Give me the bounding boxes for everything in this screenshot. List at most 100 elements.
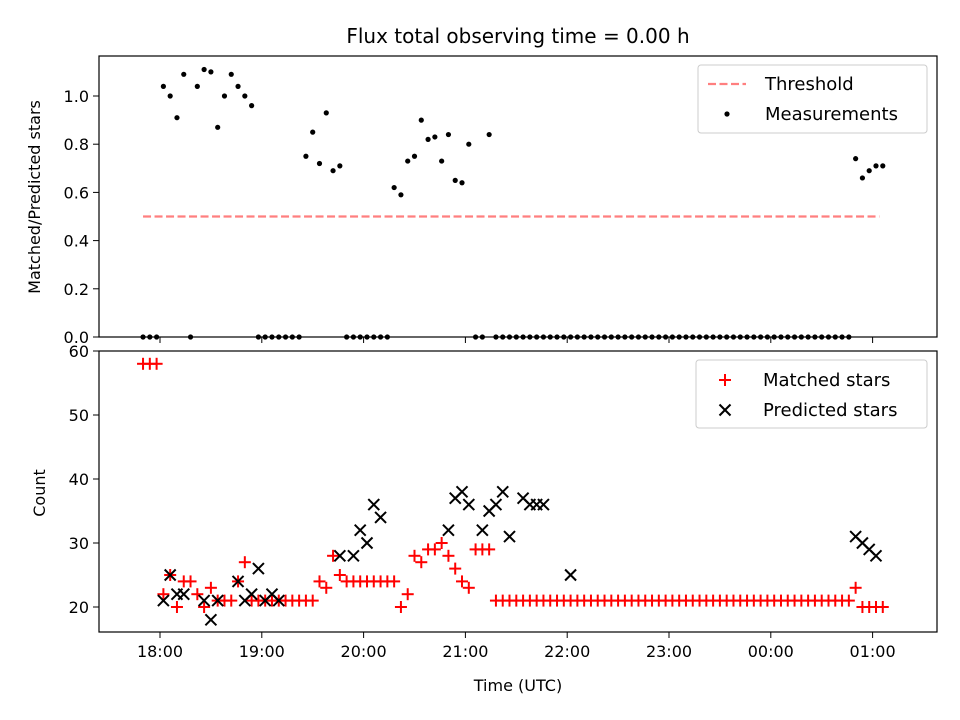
predicted-star-point	[374, 511, 387, 524]
predicted-star-point	[462, 498, 476, 511]
bottom-legend: Matched stars Predicted stars	[695, 359, 928, 429]
x-tick-label: 20:00	[341, 642, 387, 661]
predicted-star-b	[360, 536, 374, 550]
predicted-star-b	[197, 594, 211, 607]
measurement-point	[174, 115, 180, 121]
measurement-point	[215, 124, 221, 130]
matched-star-point	[483, 543, 496, 556]
matched-star-point	[225, 594, 238, 607]
legend-frame	[697, 64, 928, 134]
measurement-point	[160, 83, 166, 89]
matched-star-point	[842, 594, 855, 607]
predicted-star-point	[272, 594, 285, 607]
predicted-star-point	[455, 485, 469, 499]
predicted-star-point	[537, 498, 550, 511]
x-tick-label: 23:00	[646, 642, 692, 661]
predicted-star-b	[245, 587, 258, 601]
predicted-star-b	[157, 594, 170, 607]
matched-star-point	[313, 575, 326, 588]
measurement-point	[859, 175, 866, 181]
y-tick-label: 20	[69, 598, 89, 617]
chart-title: Flux total observing time = 0.00 h	[346, 24, 689, 48]
y-tick-label: 0.0	[64, 328, 89, 347]
top-panel: 0.0 0.2 0.4 0.6 0.8 1.0 Threshold Measurements	[64, 55, 938, 347]
predicted-star-point	[197, 594, 211, 607]
predicted-star-b	[455, 485, 469, 499]
matched-star-point	[157, 588, 170, 601]
predicted-star-point	[163, 568, 177, 582]
predicted-star-point	[496, 485, 509, 499]
measurement-point	[235, 83, 241, 89]
measurement-point	[486, 131, 492, 138]
predicted-star-point	[869, 549, 883, 563]
matched-star-point	[191, 588, 204, 601]
measurement-point	[221, 93, 228, 99]
predicted-star-point	[231, 575, 245, 588]
predicted-star-point	[489, 498, 503, 511]
legend-threshold-label: Threshold	[764, 74, 854, 95]
x-tick-label: 18:00	[137, 642, 183, 661]
measurement-point	[425, 136, 431, 142]
predicted-star-point	[211, 594, 224, 607]
matched-star-point	[150, 357, 163, 370]
legend-measurements-label: Measurements	[765, 104, 898, 125]
matched-star-point	[401, 588, 414, 601]
y-tick-label: 0.8	[64, 135, 89, 154]
matched-star-point	[327, 549, 340, 562]
matched-star-point	[333, 569, 346, 581]
predicted-star-point	[367, 498, 380, 511]
predicted-star-b	[272, 594, 285, 607]
predicted-star-b	[265, 587, 279, 601]
predicted-star-b	[367, 498, 380, 511]
predicted-star-point	[503, 530, 516, 543]
matched-star-point	[394, 601, 407, 613]
measurement-point	[310, 129, 316, 135]
measurement-point	[398, 192, 404, 198]
x-tick-label: 21:00	[442, 642, 488, 661]
measurement-point	[249, 103, 255, 109]
legend-predicted-swatch-b	[718, 403, 732, 417]
legend-matched-label: Matched stars	[763, 370, 890, 391]
predicted-star-point	[564, 568, 577, 582]
y-tick-label: 40	[69, 470, 89, 489]
top-legend: Threshold Measurements	[697, 64, 928, 134]
x-axis-label: Time (UTC)	[473, 676, 562, 695]
y-tick-label: 0.4	[64, 232, 89, 251]
predicted-star-point	[333, 549, 347, 563]
matched-star-point	[462, 581, 475, 594]
predicted-star-b	[862, 543, 876, 556]
predicted-star-b	[333, 549, 347, 563]
predicted-star-b	[869, 549, 883, 563]
predicted-star-b	[231, 575, 245, 588]
predicted-star-b	[489, 498, 503, 511]
predicted-star-b	[503, 530, 516, 543]
measurement-point	[866, 168, 872, 174]
matched-star-point	[456, 575, 469, 588]
legend-measurements-swatch	[724, 111, 730, 117]
measurement-point	[459, 180, 465, 186]
measurement-point	[316, 160, 323, 167]
y-tick-label: 0.6	[64, 183, 89, 202]
matched-star-point	[428, 543, 441, 556]
measurement-point	[853, 156, 859, 162]
predicted-star-point	[442, 523, 455, 537]
y-tick-label: 0.2	[64, 280, 89, 299]
y-tick-label: 30	[69, 534, 89, 553]
plot-frame	[98, 55, 938, 338]
x-tick-label: 19:00	[239, 642, 285, 661]
predicted-star-b	[856, 536, 869, 550]
predicted-star-b	[516, 491, 530, 505]
predicted-star-b	[442, 523, 455, 537]
predicted-star-b	[374, 511, 387, 524]
measurement-point	[432, 134, 438, 140]
measurement-point	[452, 177, 458, 183]
x-tick-label: 22:00	[544, 642, 590, 661]
measurement-point	[418, 117, 424, 123]
measurement-point	[242, 93, 248, 99]
matched-star-point	[442, 549, 455, 562]
x-tick-label: 01:00	[850, 642, 896, 661]
matched-star-point	[170, 601, 183, 613]
predicted-star-b	[564, 568, 577, 582]
predicted-star-b	[849, 530, 862, 543]
